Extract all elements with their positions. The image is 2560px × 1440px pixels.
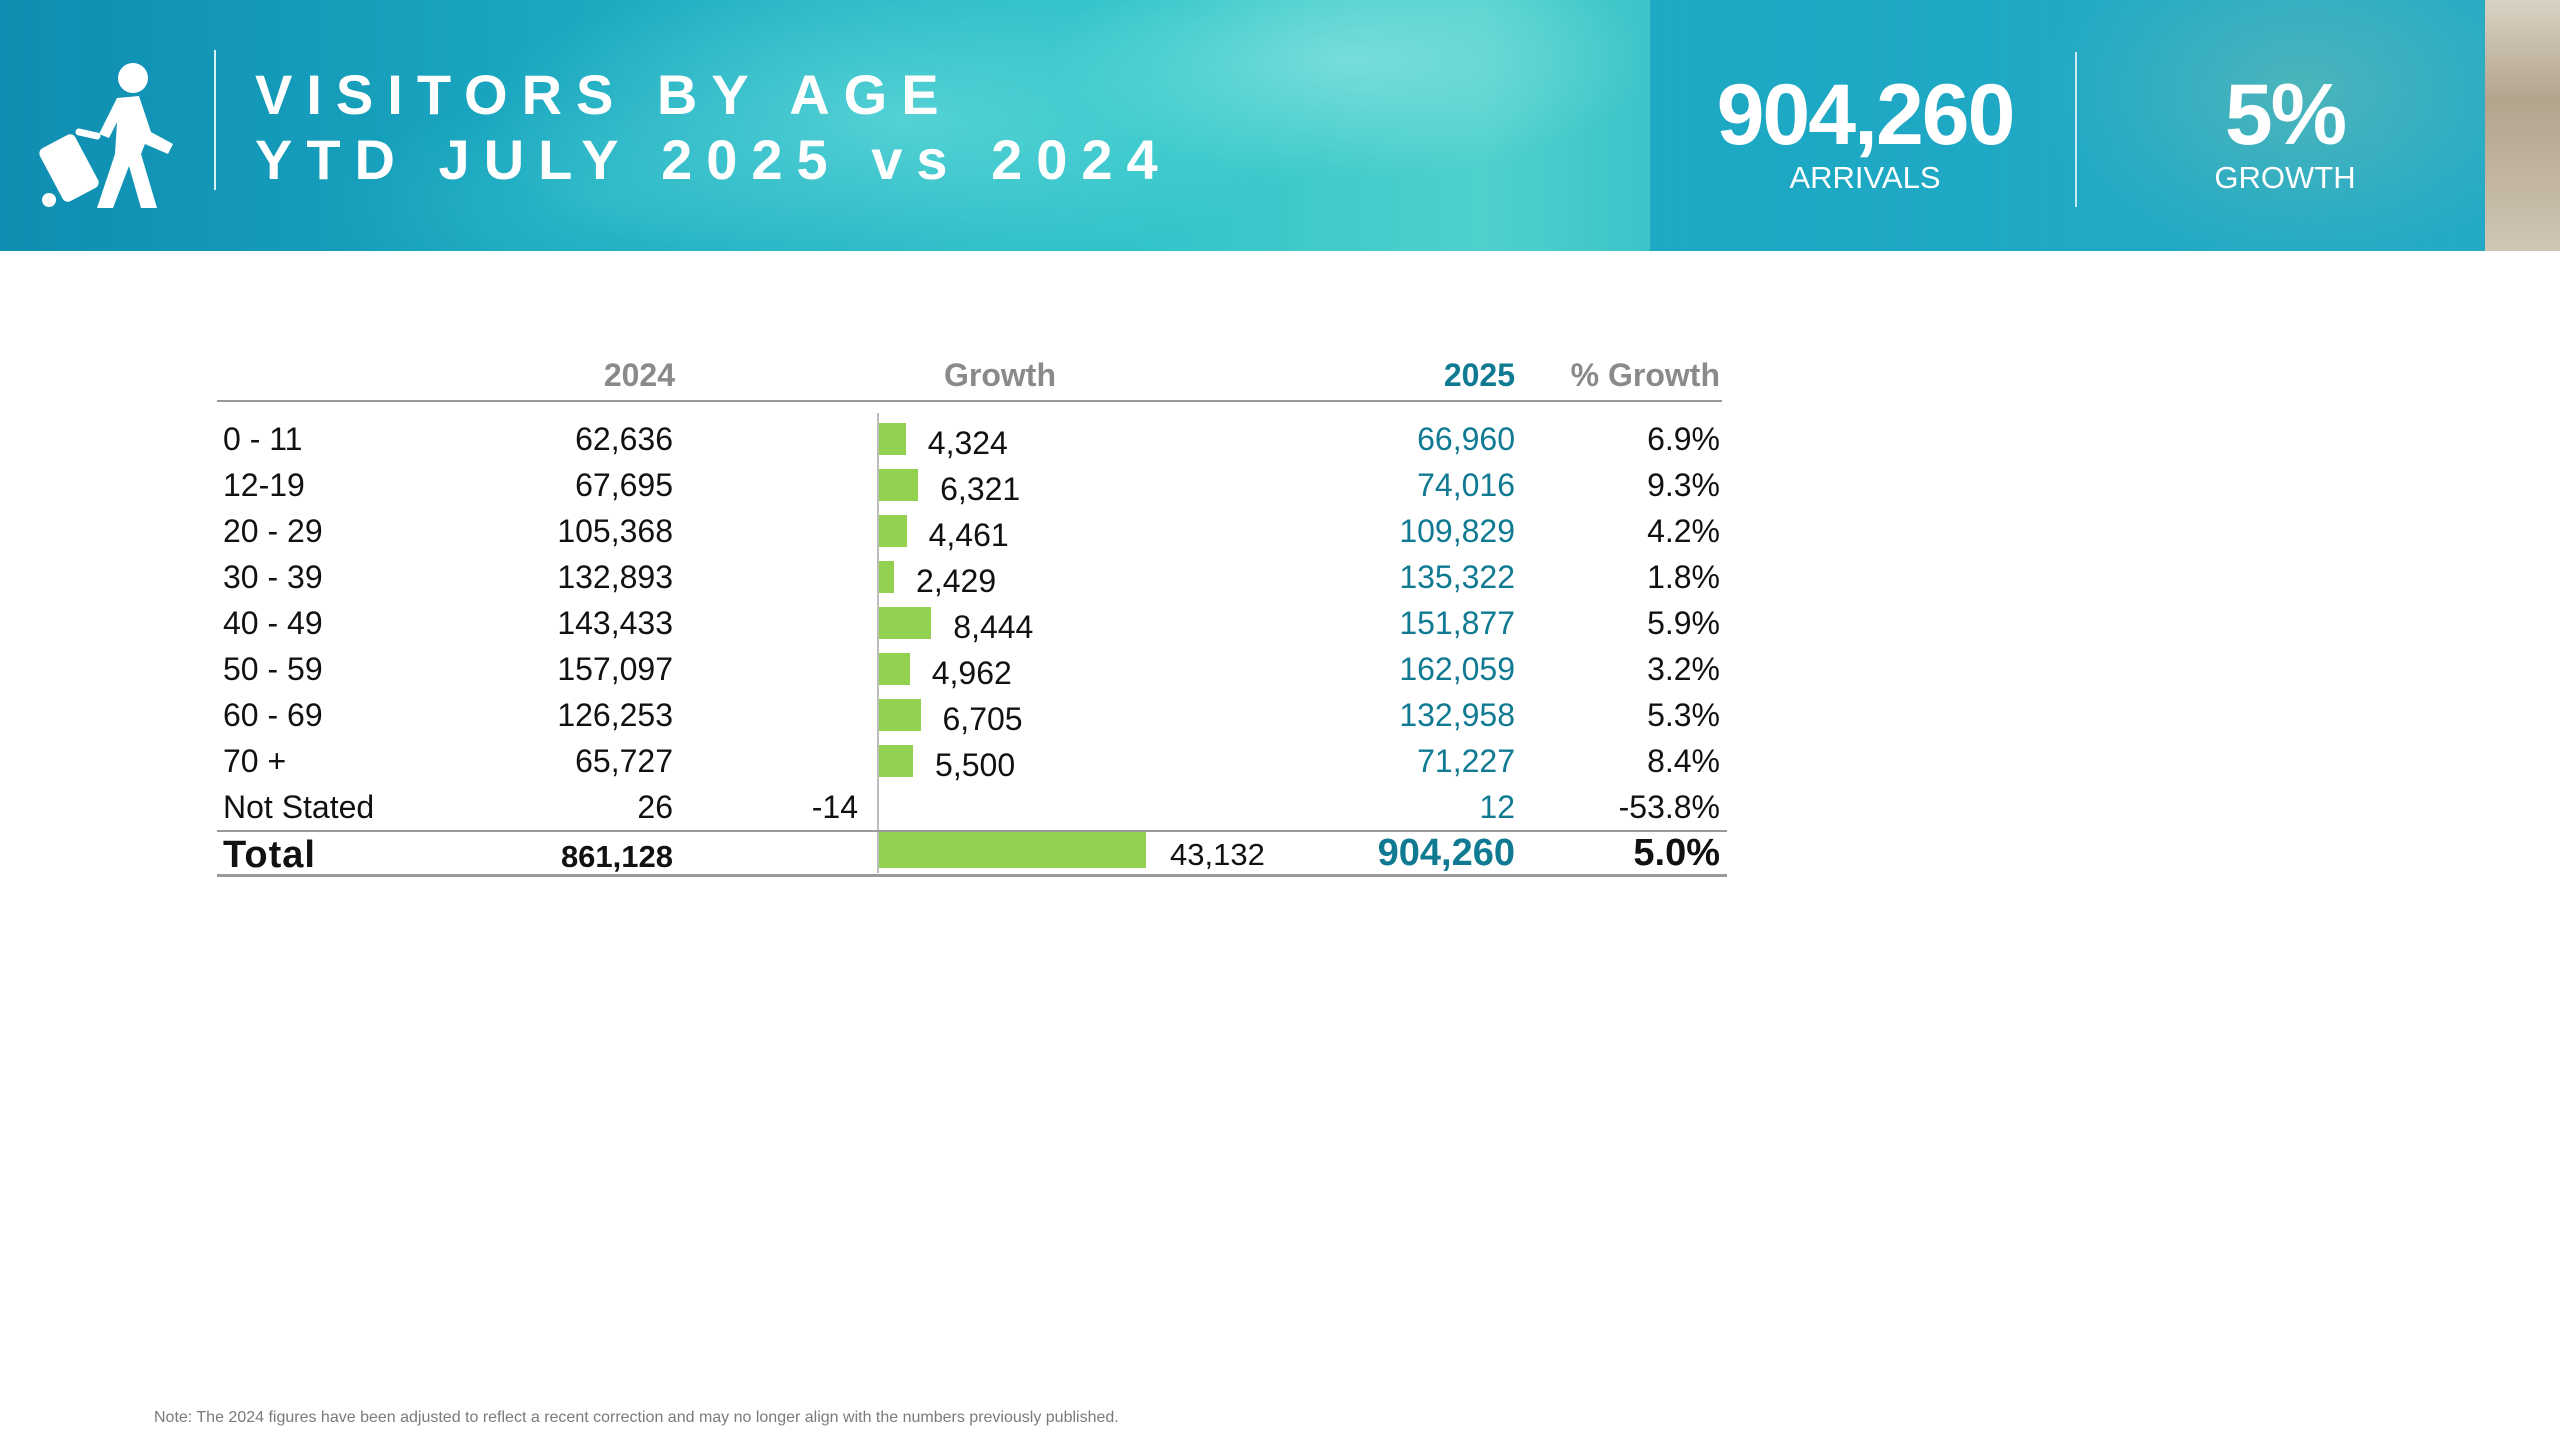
total-2025-value: 904,260 bbox=[1377, 832, 1515, 874]
footnote: Note: The 2024 figures have been adjuste… bbox=[154, 1409, 1119, 1426]
kpi-arrivals-value: 904,260 bbox=[1716, 67, 2016, 163]
kpi-arrivals-label: ARRIVALS bbox=[1789, 160, 1941, 195]
total-rule-top bbox=[217, 830, 1727, 832]
growth-bar-label: 4,324 bbox=[927, 425, 1008, 461]
age-group-label: 60 - 69 bbox=[223, 697, 323, 733]
value-2024: 105,368 bbox=[557, 513, 673, 549]
pct-growth: 9.3% bbox=[1647, 467, 1720, 503]
pct-growth: 1.8% bbox=[1647, 559, 1720, 595]
growth-negative-label: -14 bbox=[811, 789, 858, 825]
kpi-growth-label: GROWTH bbox=[2214, 160, 2356, 195]
traveler-with-suitcase-icon bbox=[39, 63, 173, 208]
value-2025: 71,227 bbox=[1417, 743, 1515, 779]
header-banner: VISITORS BY AGE YTD JULY 2025 vs 2024 90… bbox=[0, 0, 2560, 251]
pct-growth: 6.9% bbox=[1647, 421, 1720, 457]
growth-bar bbox=[879, 515, 907, 547]
growth-bar bbox=[879, 423, 906, 455]
age-group-label: 12-19 bbox=[223, 467, 305, 503]
total-2024-value: 861,128 bbox=[560, 839, 673, 874]
total-growth-label: 43,132 bbox=[1170, 837, 1265, 872]
total-pct-growth: 5.0% bbox=[1633, 832, 1720, 874]
column-header-pct-growth: % Growth bbox=[1570, 357, 1720, 393]
value-2024: 67,695 bbox=[575, 467, 673, 503]
value-2024: 143,433 bbox=[557, 605, 673, 641]
pct-growth: 3.2% bbox=[1647, 651, 1720, 687]
growth-bar-label: 6,705 bbox=[942, 701, 1023, 737]
value-2024: 62,636 bbox=[575, 421, 673, 457]
value-2024: 132,893 bbox=[557, 559, 673, 595]
kpi-growth-value: 5% bbox=[2224, 67, 2347, 163]
growth-bar bbox=[879, 745, 914, 777]
growth-bar bbox=[879, 561, 895, 593]
growth-bar-label: 4,461 bbox=[928, 517, 1009, 553]
growth-bar bbox=[879, 699, 921, 731]
age-group-label: 70 + bbox=[223, 743, 287, 779]
growth-bar-axis bbox=[877, 413, 879, 873]
total-growth-bar bbox=[879, 832, 1146, 868]
growth-bar bbox=[879, 469, 919, 501]
growth-bar-label: 4,962 bbox=[931, 655, 1012, 691]
column-header-2024: 2024 bbox=[603, 357, 675, 393]
pct-growth: 8.4% bbox=[1647, 743, 1720, 779]
growth-bar-label: 8,444 bbox=[953, 609, 1034, 645]
pct-growth: -53.8% bbox=[1618, 789, 1720, 825]
column-header-2025: 2025 bbox=[1443, 357, 1515, 393]
value-2024: 26 bbox=[637, 789, 673, 825]
title-divider bbox=[214, 50, 216, 190]
value-2024: 157,097 bbox=[557, 651, 673, 687]
age-group-label: 50 - 59 bbox=[223, 651, 323, 687]
value-2024: 65,727 bbox=[575, 743, 673, 779]
total-rule-bottom bbox=[217, 874, 1727, 877]
growth-bar-label: 2,429 bbox=[916, 563, 997, 599]
growth-bar-label: 6,321 bbox=[940, 471, 1021, 507]
kpi-divider bbox=[2075, 52, 2077, 207]
value-2025: 151,877 bbox=[1399, 605, 1515, 641]
value-2025: 132,958 bbox=[1399, 697, 1515, 733]
pct-growth: 4.2% bbox=[1647, 513, 1720, 549]
value-2025: 66,960 bbox=[1417, 421, 1515, 457]
value-2025: 162,059 bbox=[1399, 651, 1515, 687]
value-2025: 74,016 bbox=[1417, 467, 1515, 503]
age-group-label: 0 - 11 bbox=[223, 421, 303, 457]
banner-beach-edge bbox=[2485, 0, 2560, 251]
pct-growth: 5.3% bbox=[1647, 697, 1720, 733]
column-header-growth: Growth bbox=[944, 357, 1056, 393]
growth-bar-label: 5,500 bbox=[935, 747, 1016, 783]
value-2024: 126,253 bbox=[557, 697, 673, 733]
pct-growth: 5.9% bbox=[1647, 605, 1720, 641]
age-group-label: 20 - 29 bbox=[223, 513, 323, 549]
page-subtitle: YTD JULY 2025 vs 2024 bbox=[255, 128, 1172, 191]
growth-bar bbox=[879, 653, 910, 685]
banner-kpi-panel bbox=[1650, 0, 2485, 251]
value-2025: 109,829 bbox=[1399, 513, 1515, 549]
age-group-label: 30 - 39 bbox=[223, 559, 323, 595]
value-2025: 12 bbox=[1479, 789, 1515, 825]
age-group-label: 40 - 49 bbox=[223, 605, 323, 641]
total-label: Total bbox=[223, 834, 316, 876]
value-2025: 135,322 bbox=[1399, 559, 1515, 595]
page-title: VISITORS BY AGE bbox=[255, 63, 953, 126]
growth-bar bbox=[879, 607, 932, 639]
age-group-label: Not Stated bbox=[223, 789, 375, 825]
header-rule bbox=[217, 400, 1722, 402]
